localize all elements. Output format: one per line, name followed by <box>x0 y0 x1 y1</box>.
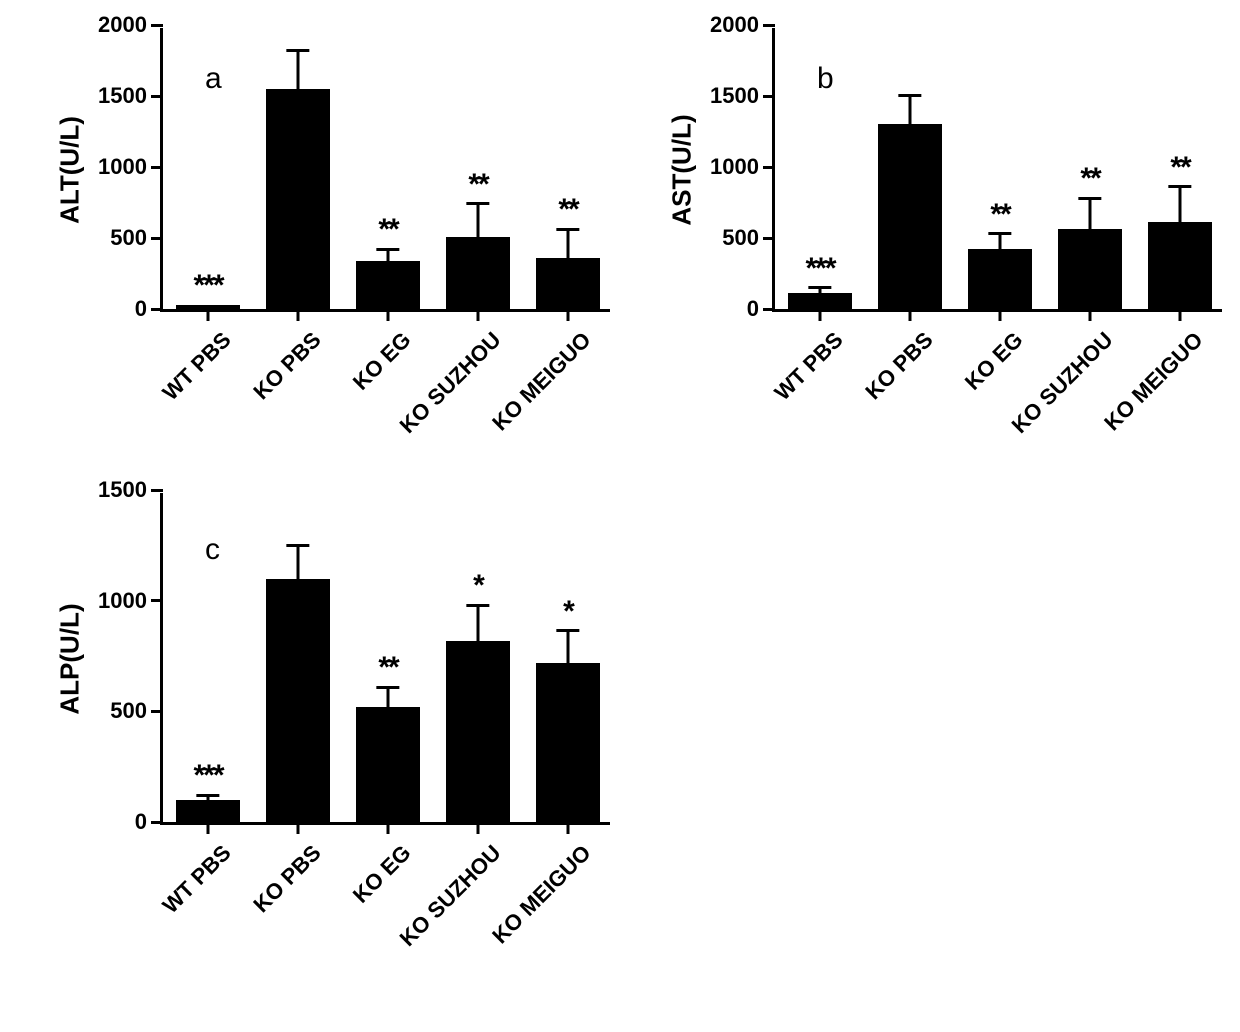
significance-marker: ** <box>378 651 397 685</box>
chart-c: 050010001500WT PBS***KO PBSKO EG**KO SUZ… <box>40 475 650 985</box>
errorbar-stem <box>387 249 390 260</box>
y-tick-label: 0 <box>135 296 163 322</box>
errorbar-stem <box>567 230 570 258</box>
significance-marker: ** <box>468 168 487 202</box>
errorbar-stem <box>387 687 390 707</box>
x-tick <box>999 309 1002 321</box>
x-tick <box>297 309 300 321</box>
errorbar-cap <box>556 629 579 632</box>
bar <box>1058 229 1123 309</box>
errorbar-stem <box>1089 198 1092 229</box>
x-tick <box>387 309 390 321</box>
y-tick-label: 1500 <box>98 477 163 503</box>
bar <box>176 800 241 822</box>
errorbar-cap <box>1078 197 1101 200</box>
errorbar-stem <box>567 631 570 663</box>
errorbar-cap <box>286 544 309 547</box>
y-tick-label: 1500 <box>710 83 775 109</box>
bar <box>1148 222 1213 309</box>
errorbar-cap <box>466 604 489 607</box>
x-tick <box>567 822 570 834</box>
y-tick-label: 500 <box>722 225 775 251</box>
x-tick <box>207 309 210 321</box>
bar <box>878 124 943 309</box>
x-tick <box>387 822 390 834</box>
bar <box>356 261 421 309</box>
x-tick <box>909 309 912 321</box>
errorbar-cap <box>196 794 219 797</box>
significance-marker: ** <box>378 213 397 247</box>
errorbar-cap <box>808 286 831 289</box>
y-tick-label: 0 <box>135 809 163 835</box>
errorbar-stem <box>909 95 912 123</box>
y-tick-label: 1000 <box>710 154 775 180</box>
bar <box>968 249 1033 309</box>
errorbar-cap <box>988 232 1011 235</box>
errorbar-stem <box>1179 187 1182 223</box>
errorbar-stem <box>477 204 480 237</box>
errorbar-stem <box>477 605 480 640</box>
panel-letter: a <box>205 62 222 96</box>
y-axis-label: AST(U/L) <box>667 114 698 225</box>
y-tick-label: 2000 <box>710 12 775 38</box>
chart-b: 0500100015002000WT PBS***KO PBSKO EG**KO… <box>650 10 1240 472</box>
errorbar-cap <box>898 94 921 97</box>
x-tick <box>477 309 480 321</box>
plot-area: 050010001500WT PBS***KO PBSKO EG**KO SUZ… <box>160 493 610 825</box>
figure-page: 0500100015002000WT PBS***KO PBSKO EG**KO… <box>0 0 1240 1032</box>
bar <box>536 258 601 309</box>
x-tick <box>297 822 300 834</box>
significance-marker: *** <box>805 252 834 286</box>
significance-marker: ** <box>990 198 1009 232</box>
significance-marker: * <box>563 595 573 629</box>
plot-area: 0500100015002000WT PBS***KO PBSKO EG**KO… <box>772 28 1222 312</box>
plot-area: 0500100015002000WT PBS***KO PBSKO EG**KO… <box>160 28 610 312</box>
errorbar-stem <box>297 51 300 89</box>
significance-marker: * <box>473 569 483 603</box>
bar <box>536 663 601 822</box>
x-tick <box>567 309 570 321</box>
x-tick <box>207 822 210 834</box>
y-axis-label: ALT(U/L) <box>55 116 86 224</box>
bar <box>356 707 421 822</box>
errorbar-stem <box>297 545 300 578</box>
errorbar-cap <box>1168 185 1191 188</box>
x-tick <box>819 309 822 321</box>
significance-marker: *** <box>193 759 222 793</box>
bar <box>446 237 511 309</box>
y-tick-label: 500 <box>110 225 163 251</box>
errorbar-stem <box>999 234 1002 250</box>
panel-letter: c <box>205 533 220 567</box>
errorbar-cap <box>556 228 579 231</box>
x-tick <box>477 822 480 834</box>
bar <box>788 293 853 309</box>
significance-marker: ** <box>1170 151 1189 185</box>
bar <box>446 641 511 822</box>
x-tick <box>1089 309 1092 321</box>
y-tick-label: 500 <box>110 698 163 724</box>
significance-marker: *** <box>193 269 222 303</box>
y-tick-label: 0 <box>747 296 775 322</box>
errorbar-cap <box>376 686 399 689</box>
chart-a: 0500100015002000WT PBS***KO PBSKO EG**KO… <box>40 10 650 472</box>
errorbar-cap <box>286 49 309 52</box>
x-tick <box>1179 309 1182 321</box>
bar <box>266 579 331 822</box>
significance-marker: ** <box>558 193 577 227</box>
y-tick-label: 2000 <box>98 12 163 38</box>
panel-letter: b <box>817 62 834 96</box>
errorbar-cap <box>466 202 489 205</box>
significance-marker: ** <box>1080 162 1099 196</box>
errorbar-cap <box>376 248 399 251</box>
y-tick-label: 1000 <box>98 588 163 614</box>
y-axis-label: ALP(U/L) <box>55 603 86 714</box>
y-tick-label: 1000 <box>98 154 163 180</box>
y-tick-label: 1500 <box>98 83 163 109</box>
bar <box>266 89 331 309</box>
